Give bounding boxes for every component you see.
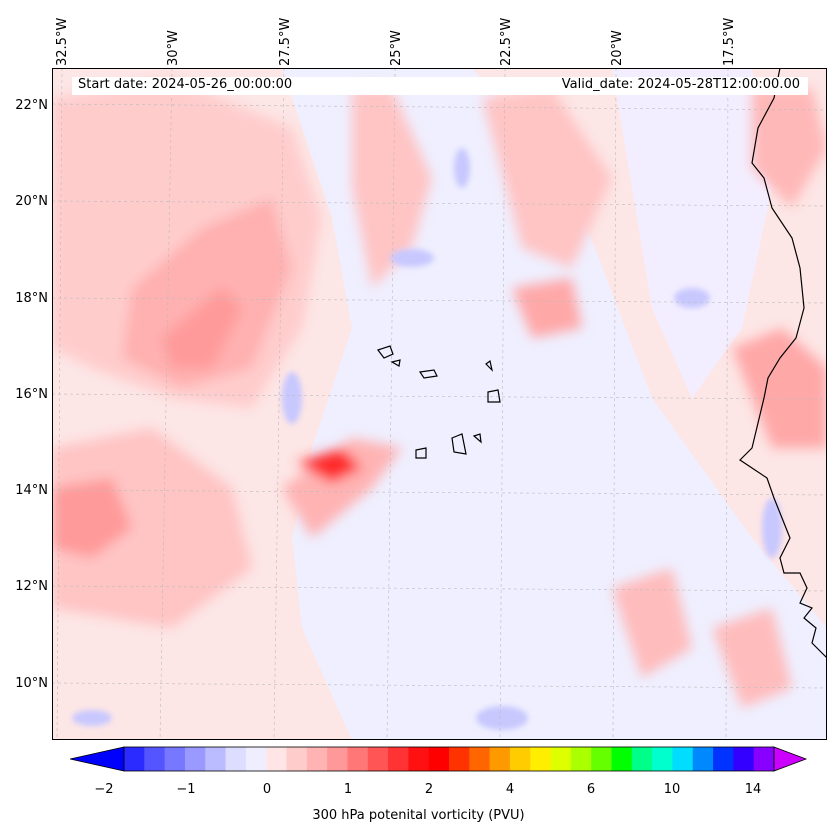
pv-neg-patch (762, 498, 782, 558)
colorbar-tick: 2 (424, 782, 434, 797)
colorbar-tick: 1 (343, 782, 353, 797)
lat-label-12n: 12°N (15, 579, 48, 594)
colorbar-segment (631, 747, 653, 771)
colorbar-tick: 14 (744, 782, 762, 797)
pv-blob-east (732, 328, 827, 448)
africa-coastline (739, 68, 827, 659)
pv-ridge-inner (162, 288, 242, 368)
colorbar-tick: −2 (94, 782, 114, 797)
colorbar-segment (144, 747, 166, 771)
pv-max-center (297, 448, 362, 483)
colorbar-segment (713, 747, 734, 771)
lon-label-30w: 30°W (166, 30, 181, 66)
colorbar-border (123, 746, 775, 772)
colorbar-segment (367, 747, 389, 771)
pv-neg-patch (282, 372, 302, 424)
lat-label-14n: 14°N (15, 483, 48, 498)
pv-neg-patch (390, 249, 434, 267)
lat-label-18n: 18°N (15, 291, 48, 306)
colorbar-segment (611, 747, 633, 771)
lat-label-22n: 22°N (15, 98, 48, 113)
pv-blob-south (612, 568, 692, 678)
colorbar-segment (733, 747, 755, 771)
pv-neg-patch (454, 148, 470, 188)
colorbar-segment (205, 747, 227, 771)
lat-label-10n: 10°N (15, 676, 48, 691)
pv-low-band (282, 68, 827, 740)
colorbar-segment (692, 747, 714, 771)
colorbar-extend-low (70, 746, 125, 772)
colorbar-extend-high (773, 746, 808, 772)
colorbar-segment (266, 747, 287, 771)
colorbar (70, 746, 808, 772)
lon-label-25w: 25°W (389, 30, 404, 66)
colorbar-segment (489, 747, 511, 771)
graticule (52, 68, 827, 740)
colorbar-segment (428, 747, 450, 771)
valid-date: Valid_date: 2024-05-28T12:00:00.00 (561, 77, 800, 92)
cape-verde-islands (377, 345, 501, 459)
colorbar-tick: −1 (176, 782, 196, 797)
colorbar-segment (245, 747, 267, 771)
date-header: Start date: 2024-05-26_00:00:00 Valid_da… (72, 77, 808, 95)
colorbar-segment (509, 747, 531, 771)
colorbar-segment (286, 747, 308, 771)
lon-label-20w: 20°W (610, 30, 625, 66)
pv-low-band-east (612, 68, 772, 398)
colorbar-segment (449, 747, 470, 771)
colorbar-segment (753, 747, 775, 771)
pv-blob-mid (512, 278, 582, 338)
colorbar-segment (225, 747, 247, 771)
pv-streak-n (352, 88, 432, 288)
pv-blob-ne (752, 88, 827, 208)
lon-label-32-5w: 32.5°W (55, 17, 70, 66)
map-plot (52, 68, 827, 740)
pv-neg-patch (476, 706, 528, 730)
colorbar-segment (652, 747, 673, 771)
pv-blob-se (712, 608, 792, 708)
start-date: Start date: 2024-05-26_00:00:00 (78, 77, 293, 92)
pv-filament-center (282, 438, 402, 538)
colorbar-segment (530, 747, 552, 771)
colorbar-segment (306, 747, 328, 771)
colorbar-tick: 4 (505, 782, 515, 797)
colorbar-tick: 0 (262, 782, 272, 797)
pv-neg-patch (674, 288, 710, 308)
colorbar-segment (550, 747, 572, 771)
pv-sw-core (52, 478, 132, 558)
lat-label-20n: 20°N (15, 194, 48, 209)
colorbar-segment (408, 747, 430, 771)
colorbar-segment (469, 747, 491, 771)
colorbar-segment (591, 747, 612, 771)
pv-neg-patch (72, 710, 112, 726)
pv-sw-region (52, 428, 252, 628)
lat-label-16n: 16°N (15, 387, 48, 402)
colorbar-segment (672, 747, 694, 771)
lon-label-27-5w: 27.5°W (278, 17, 293, 66)
colorbar-segment (327, 747, 348, 771)
lon-label-17-5w: 17.5°W (722, 17, 737, 66)
lon-label-22-5w: 22.5°W (499, 17, 514, 66)
pv-streak-ne (482, 88, 612, 268)
colorbar-segment (124, 747, 145, 771)
colorbar-tick: 6 (586, 782, 596, 797)
colorbar-title: 300 hPa potenital vorticity (PVU) (312, 808, 525, 823)
colorbar-segment (164, 747, 186, 771)
colorbar-segment (570, 747, 592, 771)
colorbar-tick: 10 (663, 782, 681, 797)
colorbar-segment (184, 747, 206, 771)
colorbar-segment (347, 747, 369, 771)
colorbar-segment (388, 747, 409, 771)
